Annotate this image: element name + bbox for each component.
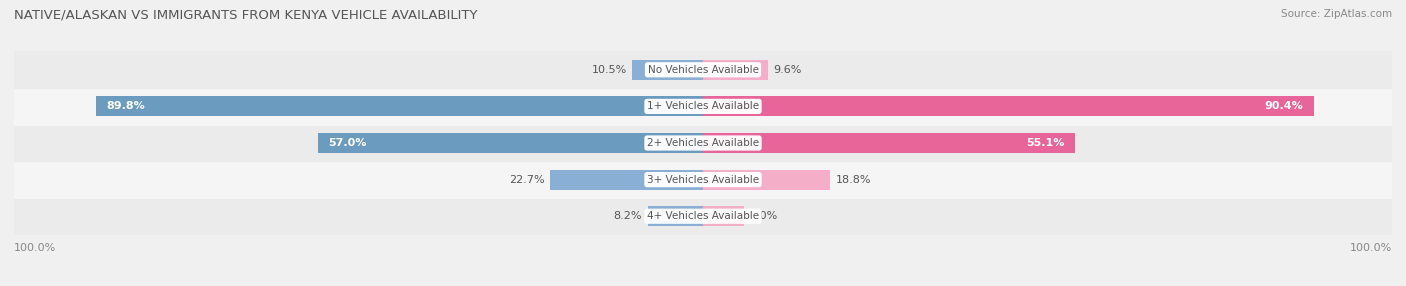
Bar	[14, 88, 1392, 125]
Text: NATIVE/ALASKAN VS IMMIGRANTS FROM KENYA VEHICLE AVAILABILITY: NATIVE/ALASKAN VS IMMIGRANTS FROM KENYA …	[14, 9, 478, 21]
Text: 1+ Vehicles Available: 1+ Vehicles Available	[647, 102, 759, 111]
Text: Source: ZipAtlas.com: Source: ZipAtlas.com	[1281, 9, 1392, 19]
Bar	[703, 170, 830, 190]
Bar	[14, 161, 1392, 198]
Text: 90.4%: 90.4%	[1265, 102, 1303, 111]
Text: 100.0%: 100.0%	[1350, 243, 1392, 253]
Bar	[14, 198, 1392, 235]
Text: 89.8%: 89.8%	[107, 102, 145, 111]
Text: 3+ Vehicles Available: 3+ Vehicles Available	[647, 175, 759, 184]
Text: 100.0%: 100.0%	[14, 243, 56, 253]
Text: 22.7%: 22.7%	[509, 175, 544, 184]
Bar	[703, 96, 1313, 116]
Text: 4+ Vehicles Available: 4+ Vehicles Available	[647, 211, 759, 221]
Bar	[648, 206, 703, 226]
Bar	[703, 206, 744, 226]
Bar	[703, 60, 768, 80]
Text: 2+ Vehicles Available: 2+ Vehicles Available	[647, 138, 759, 148]
Text: 55.1%: 55.1%	[1026, 138, 1064, 148]
Bar	[14, 125, 1392, 161]
Legend: Native/Alaskan, Immigrants from Kenya: Native/Alaskan, Immigrants from Kenya	[555, 283, 851, 286]
Text: No Vehicles Available: No Vehicles Available	[648, 65, 758, 75]
Text: 10.5%: 10.5%	[592, 65, 627, 75]
Text: 18.8%: 18.8%	[835, 175, 870, 184]
Text: 8.2%: 8.2%	[613, 211, 643, 221]
Bar	[14, 51, 1392, 88]
Bar	[703, 133, 1076, 153]
Bar	[550, 170, 703, 190]
Bar	[97, 96, 703, 116]
Text: 9.6%: 9.6%	[773, 65, 801, 75]
Bar	[318, 133, 703, 153]
Text: 57.0%: 57.0%	[328, 138, 367, 148]
Bar	[633, 60, 703, 80]
Text: 6.0%: 6.0%	[749, 211, 778, 221]
